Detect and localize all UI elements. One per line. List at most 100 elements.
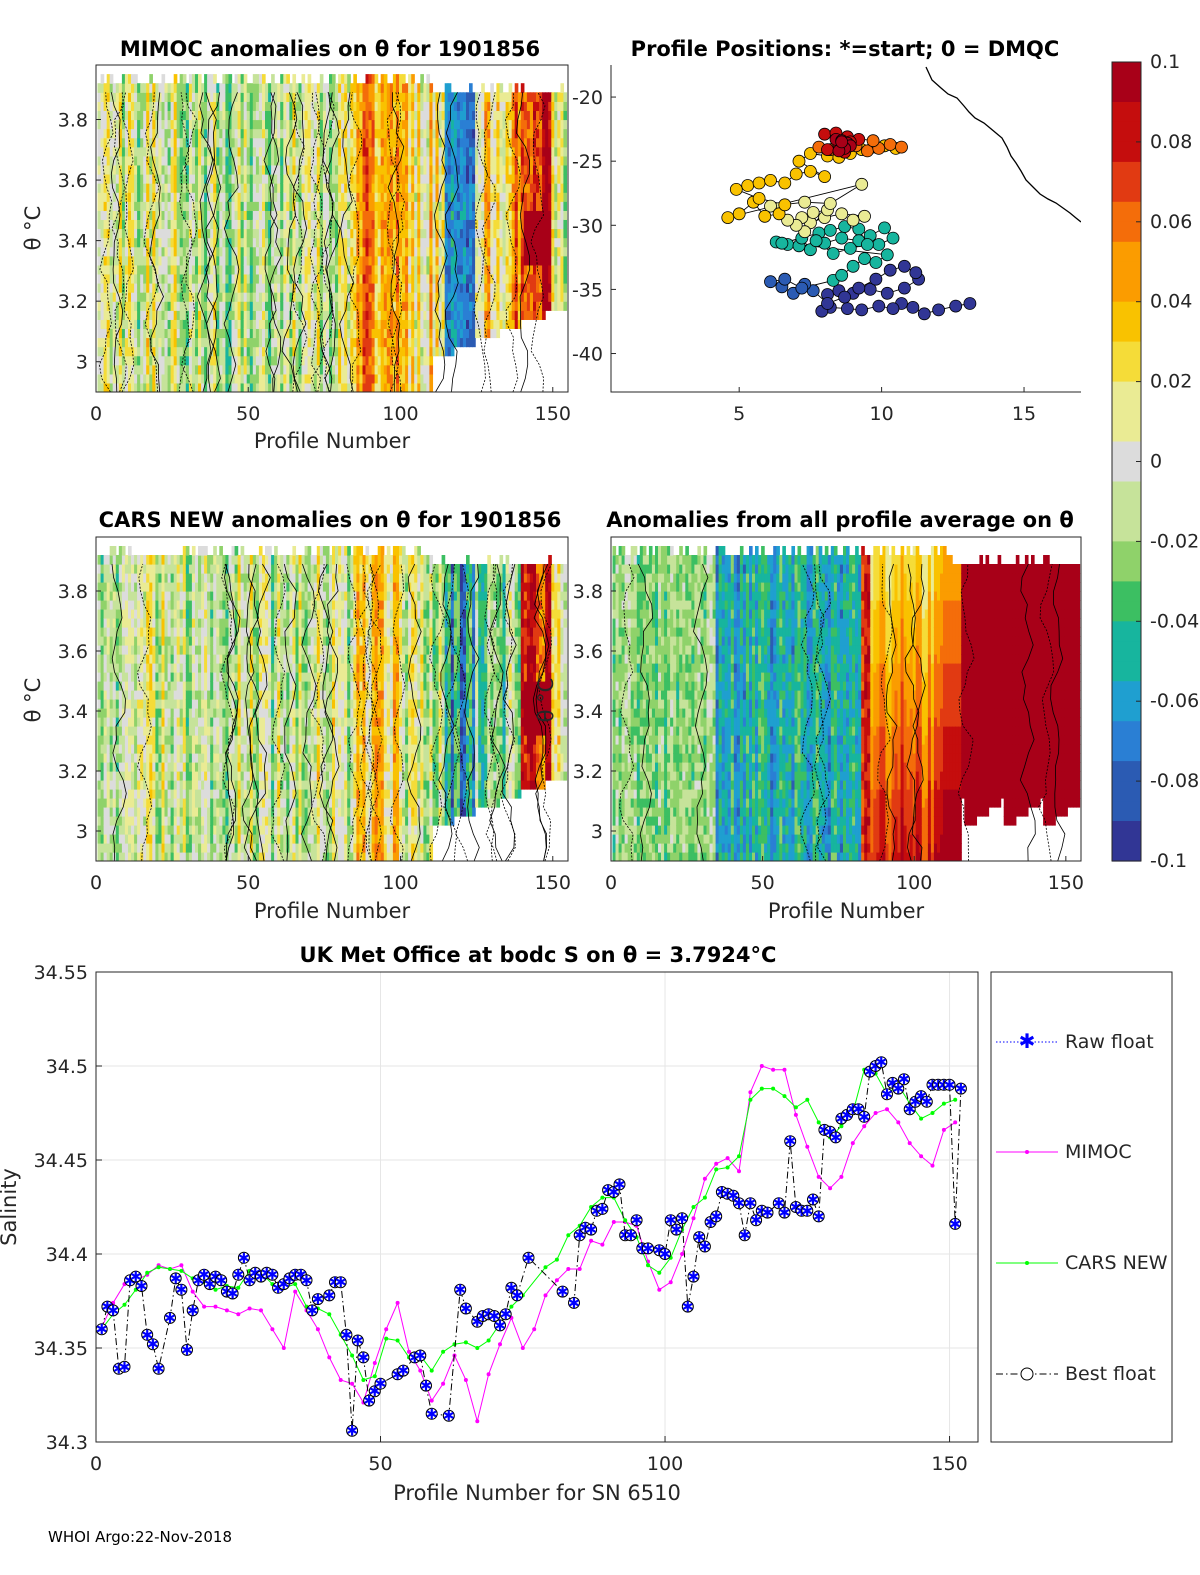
heatmap-cell [563, 246, 568, 257]
heatmap-cell [167, 246, 172, 257]
heatmap-cell [271, 101, 275, 111]
heatmap-cell [271, 246, 275, 257]
heatmap-cell [435, 210, 440, 220]
heatmap-cell [383, 164, 388, 175]
heatmap-cell [374, 201, 379, 211]
heatmap-cell [301, 164, 306, 175]
heatmap-cell [158, 273, 163, 284]
heatmap-cell [429, 255, 434, 266]
heatmap-cell [100, 237, 105, 248]
heatmap-cell [161, 210, 166, 220]
heatmap-cell [265, 119, 269, 130]
heatmap-cell [456, 146, 461, 157]
heatmap-cell [271, 137, 275, 148]
heatmap-cell [258, 228, 263, 239]
heatmap-cell [100, 273, 105, 284]
heatmap-cell [502, 219, 507, 230]
heatmap-cell [103, 183, 108, 193]
heatmap-cell [137, 119, 141, 130]
heatmap-cell [475, 92, 479, 102]
heatmap-cell [411, 364, 415, 375]
heatmap-cell [146, 301, 150, 311]
heatmap-cell [551, 183, 555, 193]
heatmap-cell [502, 137, 507, 148]
heatmap-cell [329, 119, 333, 130]
heatmap-cell [466, 128, 470, 139]
heatmap-cell [207, 373, 211, 384]
heatmap-cell [97, 110, 102, 121]
heatmap-cell [128, 192, 132, 202]
heatmap-cell [106, 110, 111, 121]
heatmap-cell [539, 310, 543, 320]
heatmap-cell [289, 174, 294, 184]
heatmap-cell [517, 210, 522, 220]
heatmap-cell [307, 255, 312, 266]
heatmap-cell [338, 128, 342, 139]
heatmap-cell [268, 174, 272, 184]
heatmap-cell [490, 310, 494, 320]
heatmap-cell [109, 364, 114, 375]
heatmap-cell [140, 273, 144, 284]
heatmap-cell [371, 219, 376, 230]
heatmap-cell [249, 183, 254, 193]
heatmap-cell [368, 192, 373, 202]
heatmap-cell [304, 373, 309, 384]
heatmap-cell [164, 228, 169, 239]
heatmap-cell [456, 119, 461, 130]
heatmap-cell [508, 137, 513, 148]
heatmap-cell [173, 119, 178, 130]
heatmap-cell [545, 183, 549, 193]
heatmap-cell [487, 128, 491, 139]
heatmap-cell [246, 228, 251, 239]
heatmap-cell [97, 101, 102, 111]
heatmap-cell [106, 183, 111, 193]
heatmap-cell [158, 210, 163, 220]
heatmap-cell [545, 164, 549, 175]
heatmap-cell [124, 237, 129, 248]
heatmap-cell [444, 301, 449, 311]
heatmap-cell [301, 119, 306, 130]
heatmap-cell [262, 210, 266, 220]
heatmap-cell [103, 255, 108, 266]
heatmap-cell [417, 228, 421, 239]
heatmap-cell [469, 301, 473, 311]
heatmap-cell [353, 264, 357, 275]
heatmap-cell [435, 292, 440, 302]
heatmap-cell [213, 201, 217, 211]
heatmap-cell [368, 264, 373, 275]
heatmap-cell [146, 382, 150, 392]
heatmap-cell [134, 346, 138, 357]
heatmap-cell [262, 283, 266, 293]
heatmap-cell [292, 128, 297, 139]
heatmap-cell [563, 210, 568, 220]
heatmap-cell [329, 319, 333, 329]
heatmap-cell [490, 237, 494, 248]
heatmap-cell [329, 128, 333, 139]
heatmap-cell [536, 155, 540, 166]
heatmap-cell [469, 101, 473, 111]
heatmap-cell [526, 119, 531, 130]
heatmap-cell [356, 337, 361, 348]
heatmap-cell [188, 328, 193, 339]
heatmap-cell [170, 146, 175, 157]
heatmap-cell [234, 110, 239, 121]
heatmap-cell [466, 283, 470, 293]
heatmap-cell [307, 146, 312, 157]
heatmap-cell [447, 246, 452, 257]
heatmap-cell [441, 255, 446, 266]
heatmap-cell [170, 128, 175, 139]
heatmap-cell [231, 273, 236, 284]
heatmap-cell [371, 119, 376, 130]
heatmap-cell [313, 101, 318, 111]
heatmap-cell [121, 364, 126, 375]
heatmap-cell [377, 128, 382, 139]
heatmap-cell [365, 301, 370, 311]
heatmap-cell [97, 246, 102, 257]
heatmap-cell [301, 283, 306, 293]
heatmap-cell [198, 273, 202, 284]
heatmap-cell [182, 183, 187, 193]
heatmap-cell [313, 155, 318, 166]
heatmap-cell [155, 373, 160, 384]
heatmap-cell [207, 164, 211, 175]
heatmap-cell [100, 92, 105, 102]
